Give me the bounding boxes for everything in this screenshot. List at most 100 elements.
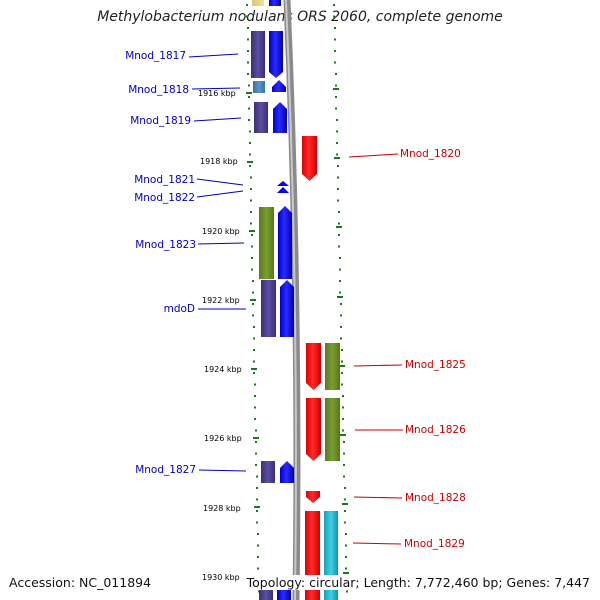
gene-arrow-mnod-1828[interactable] bbox=[306, 491, 320, 503]
gene-label-mnod-1821[interactable]: Mnod_1821 bbox=[134, 174, 195, 186]
track-dot bbox=[334, 61, 336, 64]
track-dot bbox=[248, 84, 250, 87]
track-dot bbox=[342, 406, 344, 409]
gene-arrow-mnod-1822[interactable] bbox=[277, 187, 289, 193]
gene-arrow-mnod-1817[interactable] bbox=[269, 31, 283, 78]
track-dot bbox=[250, 188, 252, 190]
gene-label-mnod-1828[interactable]: Mnod_1828 bbox=[405, 492, 466, 504]
track-dot bbox=[255, 429, 257, 432]
track-dot bbox=[336, 119, 338, 121]
gene-label-mnod-1818[interactable]: Mnod_1818 bbox=[128, 84, 189, 96]
gene-label-mnod-1826[interactable]: Mnod_1826 bbox=[405, 424, 466, 436]
track-dot bbox=[337, 165, 339, 167]
track-dot bbox=[251, 268, 253, 271]
track-dot bbox=[335, 107, 337, 110]
major-tick bbox=[250, 299, 256, 301]
cog-block-mnod-1826 bbox=[325, 398, 340, 461]
cog-block-mnod-1818 bbox=[253, 81, 265, 93]
gene-arrow-mdod[interactable] bbox=[280, 280, 294, 337]
track-dot bbox=[256, 498, 258, 501]
track-dot bbox=[335, 73, 337, 75]
leader-line-mnod-1829 bbox=[352, 542, 402, 545]
gene-arrow-mnod-1823[interactable] bbox=[278, 206, 292, 279]
track-dot bbox=[256, 475, 258, 478]
track-dot bbox=[344, 498, 346, 501]
genome-title: Methylobacterium nodulans ORS 2060, comp… bbox=[97, 9, 503, 25]
leader-line-mnod-1828 bbox=[353, 496, 403, 499]
gene-label-mnod-1822[interactable]: Mnod_1822 bbox=[134, 192, 195, 204]
track-dot bbox=[253, 326, 255, 328]
track-dot bbox=[253, 360, 255, 363]
track-dot bbox=[256, 487, 258, 489]
track-dot bbox=[343, 475, 345, 478]
track-dot bbox=[335, 96, 337, 98]
track-dot bbox=[247, 50, 249, 52]
track-dot bbox=[252, 280, 254, 282]
track-dot bbox=[344, 487, 346, 489]
gene-label-mnod-1819[interactable]: Mnod_1819 bbox=[130, 115, 191, 127]
gene-label-mnod-1820[interactable]: Mnod_1820 bbox=[400, 148, 461, 160]
major-tick bbox=[334, 157, 340, 159]
track-dot bbox=[254, 383, 256, 386]
reverse-strand-track bbox=[302, 136, 340, 600]
track-dot bbox=[342, 429, 344, 432]
track-dot bbox=[257, 556, 259, 558]
accession-label: Accession: NC_011894 bbox=[7, 575, 154, 590]
major-tick bbox=[254, 506, 260, 508]
track-dot bbox=[253, 349, 255, 351]
track-dot bbox=[337, 176, 339, 179]
track-dot bbox=[249, 165, 251, 167]
track-dot bbox=[340, 303, 342, 305]
track-dot bbox=[253, 337, 255, 340]
gene-arrow-mnod-1821[interactable] bbox=[277, 181, 289, 186]
major-tick bbox=[253, 437, 259, 439]
major-tick bbox=[247, 161, 253, 163]
track-dot bbox=[252, 314, 254, 317]
gene-label-mdod[interactable]: mdoD bbox=[164, 303, 195, 315]
position-label: 1918 kbp bbox=[200, 157, 238, 166]
leader-line-mnod-1820 bbox=[348, 153, 399, 158]
gene-label-mnod-1823[interactable]: Mnod_1823 bbox=[135, 239, 196, 251]
track-dot bbox=[334, 27, 336, 29]
leader-lines bbox=[188, 53, 403, 545]
gene-label-mnod-1817[interactable]: Mnod_1817 bbox=[125, 50, 186, 62]
track-dot bbox=[339, 257, 341, 259]
gene-arrow-mnod-1818[interactable] bbox=[272, 80, 286, 92]
forward-strand-track bbox=[251, 31, 294, 483]
track-dot bbox=[336, 142, 338, 144]
gene-label-mnod-1825[interactable]: Mnod_1825 bbox=[405, 359, 466, 371]
gene-label-mnod-1827[interactable]: Mnod_1827 bbox=[135, 464, 196, 476]
gene-arrow-mnod-1819[interactable] bbox=[273, 102, 287, 133]
track-dot bbox=[345, 567, 347, 570]
track-dot bbox=[256, 521, 258, 524]
gene-label-mnod-1829[interactable]: Mnod_1829 bbox=[404, 538, 465, 550]
track-dot bbox=[249, 142, 251, 144]
gene-arrow-mnod-1825[interactable] bbox=[306, 343, 321, 390]
track-dot bbox=[337, 188, 339, 190]
track-dot bbox=[345, 544, 347, 547]
position-label: 1922 kbp bbox=[202, 296, 240, 305]
position-labels: 1916 kbp 1918 kbp 1920 kbp 1922 kbp 1924… bbox=[198, 89, 242, 582]
track-dot bbox=[338, 222, 340, 225]
track-dot bbox=[339, 291, 341, 294]
track-dot bbox=[341, 383, 343, 386]
position-label: 1930 kbp bbox=[202, 573, 240, 582]
track-dot bbox=[336, 153, 338, 156]
track-dot bbox=[338, 211, 340, 213]
gene-arrow-mnod-1827[interactable] bbox=[280, 461, 294, 483]
track-dot bbox=[250, 222, 252, 225]
track-dot bbox=[252, 303, 254, 305]
track-dot bbox=[341, 360, 343, 363]
gene-arrow-mnod-1826[interactable] bbox=[306, 398, 321, 461]
track-dot bbox=[339, 280, 341, 282]
gene-arrow-mnod-1820[interactable] bbox=[302, 136, 317, 181]
track-dot bbox=[256, 510, 258, 512]
track-dot bbox=[253, 372, 255, 374]
track-dot bbox=[343, 464, 345, 466]
track-dot bbox=[344, 510, 346, 512]
track-dot bbox=[247, 61, 249, 64]
track-dot bbox=[257, 544, 259, 547]
major-tick bbox=[339, 365, 345, 367]
major-tick bbox=[342, 503, 348, 505]
major-tick bbox=[340, 434, 346, 436]
